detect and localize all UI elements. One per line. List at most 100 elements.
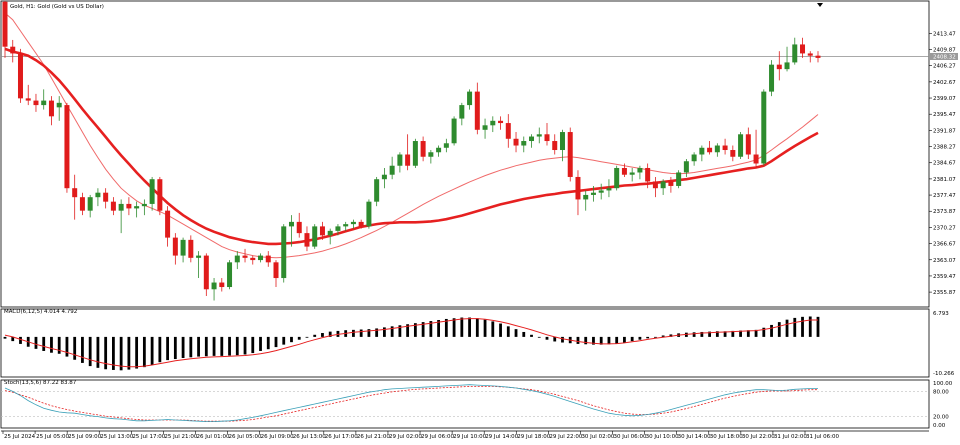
- macd-panel[interactable]: 6.793 -10.266: [3, 311, 955, 377]
- candle[interactable]: [118, 199, 124, 234]
- candle[interactable]: [637, 165, 643, 180]
- candle[interactable]: [72, 174, 78, 220]
- candle[interactable]: [219, 278, 225, 292]
- candle[interactable]: [48, 96, 54, 126]
- candle[interactable]: [95, 188, 101, 207]
- candle[interactable]: [304, 226, 310, 252]
- candle[interactable]: [343, 221, 349, 231]
- candle[interactable]: [180, 237, 186, 263]
- candle[interactable]: [420, 136, 426, 162]
- candle[interactable]: [738, 132, 744, 159]
- candle[interactable]: [56, 96, 62, 121]
- candle[interactable]: [559, 129, 565, 162]
- candle[interactable]: [606, 179, 612, 198]
- candle[interactable]: [482, 118, 488, 139]
- candle[interactable]: [536, 127, 542, 144]
- candle[interactable]: [598, 183, 604, 200]
- candle[interactable]: [188, 235, 194, 263]
- candle[interactable]: [800, 37, 806, 58]
- candle[interactable]: [792, 37, 798, 65]
- candle[interactable]: [707, 141, 713, 155]
- candle[interactable]: [350, 219, 356, 229]
- candle[interactable]: [730, 145, 736, 162]
- candle[interactable]: [2, 0, 8, 58]
- candle[interactable]: [258, 253, 264, 263]
- candle[interactable]: [645, 163, 651, 189]
- candle[interactable]: [505, 114, 511, 148]
- candle[interactable]: [761, 89, 767, 166]
- candle[interactable]: [250, 255, 256, 265]
- candle[interactable]: [381, 167, 387, 189]
- candle[interactable]: [41, 89, 47, 110]
- candle[interactable]: [242, 248, 248, 263]
- candle[interactable]: [652, 176, 658, 198]
- candle[interactable]: [141, 199, 147, 216]
- candle[interactable]: [590, 185, 596, 202]
- candle[interactable]: [265, 251, 271, 267]
- candle[interactable]: [490, 116, 496, 133]
- candle[interactable]: [676, 170, 682, 189]
- candle[interactable]: [722, 138, 728, 155]
- candle[interactable]: [319, 221, 325, 240]
- candle[interactable]: [552, 134, 558, 155]
- candle[interactable]: [513, 132, 519, 153]
- candle[interactable]: [374, 176, 380, 207]
- candle[interactable]: [227, 260, 233, 290]
- candle[interactable]: [529, 134, 535, 148]
- candle[interactable]: [327, 228, 333, 245]
- candle[interactable]: [629, 167, 635, 182]
- candle[interactable]: [196, 251, 202, 279]
- candle[interactable]: [288, 215, 294, 247]
- candle[interactable]: [149, 176, 155, 211]
- candle[interactable]: [134, 201, 140, 218]
- candle[interactable]: [459, 102, 465, 126]
- candle[interactable]: [10, 39, 16, 63]
- candle[interactable]: [784, 46, 790, 72]
- candle[interactable]: [668, 176, 674, 193]
- candle[interactable]: [683, 158, 689, 177]
- candle[interactable]: [281, 224, 287, 283]
- candle[interactable]: [544, 123, 550, 146]
- candle[interactable]: [467, 89, 473, 110]
- candle[interactable]: [567, 127, 573, 182]
- candle[interactable]: [614, 165, 620, 191]
- candle[interactable]: [389, 156, 395, 180]
- candle[interactable]: [103, 188, 109, 209]
- candle[interactable]: [203, 253, 209, 297]
- candle[interactable]: [87, 194, 93, 218]
- candle[interactable]: [660, 179, 666, 195]
- candle[interactable]: [691, 152, 697, 166]
- candle[interactable]: [412, 138, 418, 168]
- candle[interactable]: [126, 197, 132, 216]
- candle[interactable]: [443, 138, 449, 153]
- shift-arrow-icon[interactable]: [817, 3, 823, 7]
- candle[interactable]: [451, 116, 457, 146]
- candle[interactable]: [296, 212, 302, 238]
- candle[interactable]: [769, 60, 775, 97]
- candle[interactable]: [358, 219, 364, 229]
- candle[interactable]: [714, 143, 720, 157]
- candle[interactable]: [699, 145, 705, 162]
- candle[interactable]: [621, 163, 627, 177]
- candle[interactable]: [583, 190, 589, 211]
- candle[interactable]: [521, 136, 527, 153]
- candle[interactable]: [335, 224, 341, 236]
- candle[interactable]: [745, 127, 751, 159]
- candle[interactable]: [165, 206, 171, 247]
- candle[interactable]: [498, 116, 504, 130]
- candle[interactable]: [366, 199, 372, 229]
- candle[interactable]: [753, 129, 759, 168]
- candle[interactable]: [575, 170, 581, 216]
- candle[interactable]: [17, 48, 23, 103]
- candle[interactable]: [64, 102, 70, 193]
- candle[interactable]: [211, 278, 217, 301]
- candle[interactable]: [312, 224, 318, 249]
- candle[interactable]: [815, 51, 821, 63]
- candle[interactable]: [397, 152, 403, 173]
- candle[interactable]: [807, 51, 813, 63]
- price-panel[interactable]: 2413.47 2409.87 2406.27 2402.67 2399.07 2395.…: [1, 0, 958, 301]
- stochastic-panel[interactable]: 100.00 80.00 20.00 0.00: [1, 381, 953, 429]
- candle[interactable]: [172, 233, 178, 265]
- candle[interactable]: [776, 51, 782, 81]
